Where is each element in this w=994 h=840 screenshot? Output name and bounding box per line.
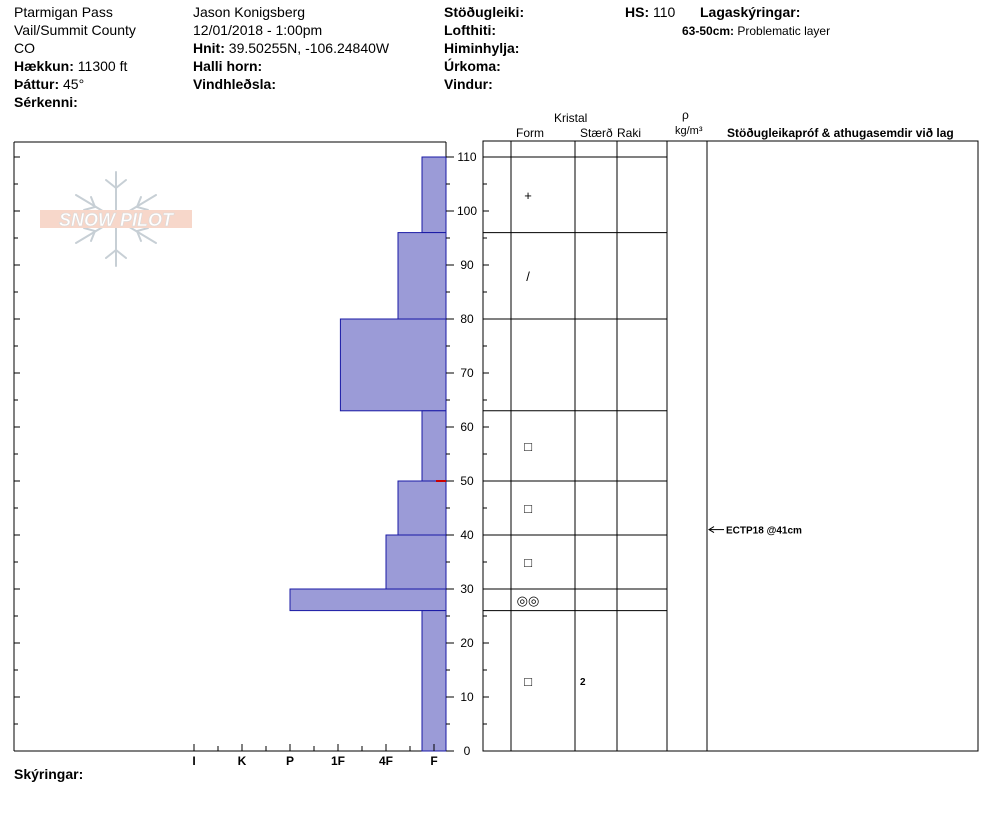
- depth-tick-label: 100: [457, 204, 477, 218]
- grain-size-value: 2: [580, 677, 586, 688]
- elevation-label: Hækkun:: [14, 58, 74, 74]
- grain-form-symbol: ◎◎: [517, 593, 540, 608]
- depth-tick-label: 60: [460, 420, 474, 434]
- moisture-header: Raki: [617, 126, 642, 140]
- hardness-bar: [397, 480, 447, 536]
- hardness-tick-label: K: [238, 754, 247, 768]
- hardness-tick-label: 1F: [331, 754, 345, 768]
- hs-label: HS:: [625, 4, 650, 20]
- hardness-bar: [421, 156, 447, 234]
- layer-notes-label: Lagaskýringar:: [700, 4, 801, 20]
- grain-form-symbol: /: [526, 269, 530, 284]
- hardness-bar: [289, 588, 447, 612]
- tests-header: Stöðugleikapróf & athugasemdir við lag: [727, 126, 954, 140]
- layer-note-text: Problematic layer: [737, 24, 831, 38]
- hardness-bar: [421, 410, 447, 482]
- hardness-bar: [339, 318, 447, 412]
- aspect-row: Þáttur: 45°: [14, 76, 84, 92]
- elevation-row: Hækkun: 11300 ft: [14, 58, 127, 74]
- notes-label: Skýringar:: [14, 766, 84, 782]
- layer-note: 63-50cm: Problematic layer: [682, 23, 830, 39]
- slope-label: Halli horn:: [193, 58, 263, 74]
- observer-name: Jason Konigsberg: [193, 4, 306, 20]
- depth-tick-label: 30: [460, 582, 474, 596]
- test-pointer-arrow: [708, 526, 715, 534]
- grain-form-symbol: +: [524, 188, 532, 203]
- depth-tick-label: 10: [460, 690, 474, 704]
- snowpilot-logo: [40, 171, 192, 267]
- aspect-value: 45°: [63, 76, 85, 92]
- sky-label: Himinhylja:: [444, 40, 520, 56]
- hs-row: HS: 110: [625, 4, 675, 20]
- logo-text: SNOW PILOT: [59, 210, 175, 230]
- wind-loading-label: Vindhleðsla:: [193, 76, 276, 92]
- elevation-value: 11300 ft: [77, 58, 128, 74]
- depth-tick-label: 80: [460, 312, 474, 326]
- features-label: Sérkenni:: [14, 94, 78, 110]
- depth-tick-label: 110: [457, 150, 476, 164]
- hardness-bar: [421, 610, 447, 752]
- density-symbol: ρ: [682, 108, 689, 122]
- depth-tick-label: 90: [460, 258, 474, 272]
- location-state: CO: [14, 40, 35, 56]
- hardness-tick-label: 4F: [379, 754, 393, 768]
- depth-tick-label: 50: [460, 474, 474, 488]
- form-header: Form: [516, 126, 544, 140]
- stability-label: Stöðugleiki:: [444, 4, 525, 20]
- hs-value: 110: [653, 4, 676, 20]
- depth-tick-label: 0: [464, 744, 471, 758]
- density-unit: kg/m³: [675, 125, 703, 137]
- precip-label: Úrkoma:: [444, 58, 501, 74]
- location-area: Vail/Summit County: [14, 22, 136, 38]
- size-header: Stærð: [580, 126, 613, 140]
- coords-label: Hnit:: [193, 40, 225, 56]
- grain-form-symbol: □: [524, 555, 532, 570]
- air-temp-label: Lofthiti:: [444, 22, 497, 38]
- crystal-header: Kristal: [554, 111, 588, 125]
- layer-note-range: 63-50cm:: [682, 24, 735, 38]
- hardness-tick-label: F: [430, 754, 437, 768]
- grain-form-symbol: □: [524, 674, 532, 689]
- grain-form-symbol: □: [524, 501, 532, 516]
- hardness-bar: [385, 534, 447, 590]
- location-name: Ptarmigan Pass: [14, 4, 113, 20]
- hardness-bar: [397, 232, 447, 320]
- hardness-tick-label: I: [192, 754, 195, 768]
- depth-tick-label: 20: [460, 636, 474, 650]
- coords-row: Hnit: 39.50255N, -106.24840W: [193, 40, 389, 56]
- depth-tick-label: 70: [460, 366, 474, 380]
- depth-tick-label: 40: [460, 528, 474, 542]
- test-result-label: ECTP18 @41cm: [726, 526, 802, 537]
- wind-label: Vindur:: [444, 76, 493, 92]
- observation-datetime: 12/01/2018 - 1:00pm: [193, 22, 323, 38]
- coords-value: 39.50255N, -106.24840W: [228, 40, 390, 56]
- aspect-label: Þáttur:: [14, 76, 60, 92]
- hardness-tick-label: P: [286, 754, 294, 768]
- grain-form-symbol: □: [524, 439, 532, 454]
